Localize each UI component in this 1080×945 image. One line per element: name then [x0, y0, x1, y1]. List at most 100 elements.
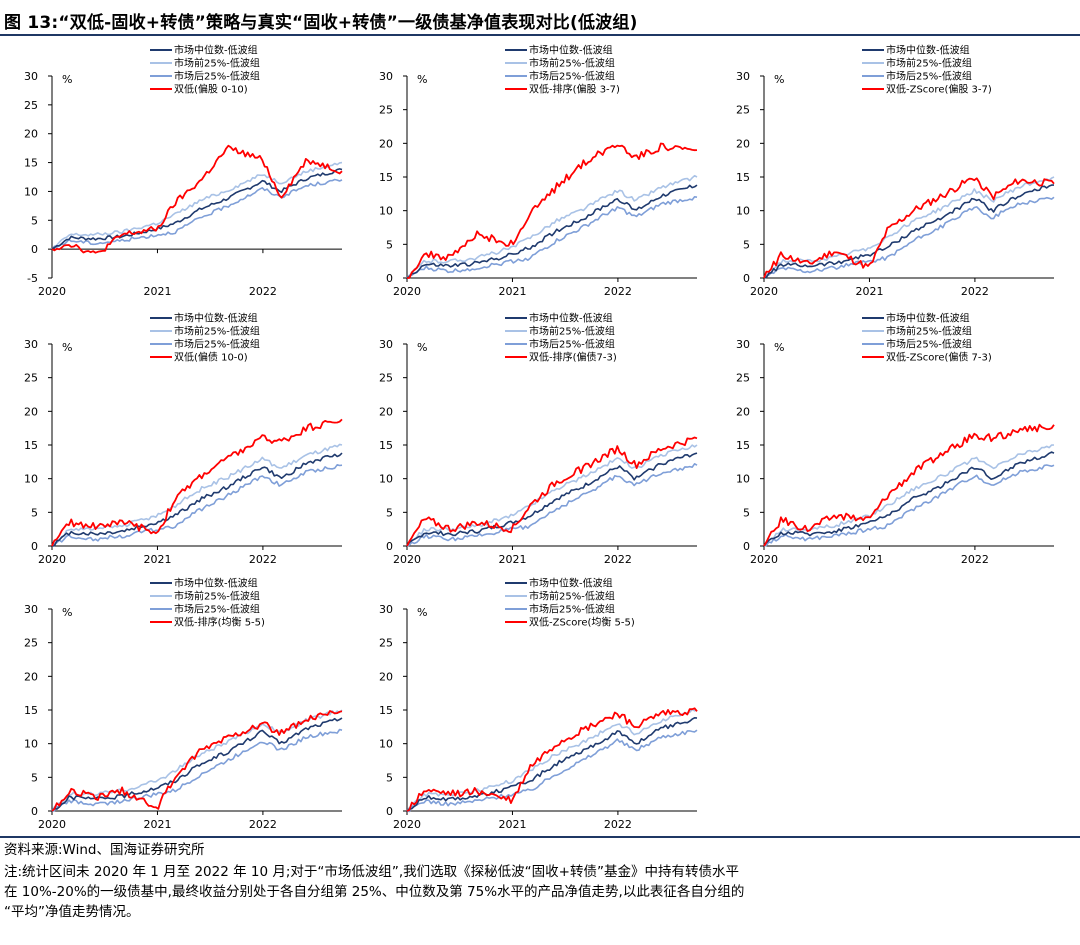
y-tick-label: 20: [736, 137, 750, 150]
legend-label: 双低-排序(均衡 5-5): [174, 616, 265, 629]
x-tick-label: 2020: [38, 285, 66, 298]
legend-label: 市场前25%-低波组: [529, 57, 615, 70]
legend-label: 市场前25%-低波组: [886, 57, 972, 70]
y-tick-label: -5: [27, 272, 38, 285]
y-unit-label: %: [62, 606, 72, 619]
chart-panel-2: 0 5 10 15 20 25 30 % 2020 2021 2022 市场中位数-低波组市场前25%…: [379, 44, 698, 298]
legend-label: 市场后25%-低波组: [886, 70, 972, 83]
y-tick-label: 25: [379, 104, 393, 117]
note-line: 注:统计区间未 2020 年 1 月至 2022 年 10 月;对于“市场低波组…: [4, 864, 739, 880]
y-tick-label: 15: [24, 157, 38, 170]
x-tick-label: 2021: [855, 285, 883, 298]
series-line-top25: [763, 444, 1055, 547]
y-tick-label: 25: [24, 99, 38, 112]
series-line-median: [406, 452, 698, 547]
y-unit-label: %: [417, 606, 427, 619]
y-tick-label: 15: [736, 171, 750, 184]
series-line-strategy: [407, 142, 698, 279]
y-tick-label: 20: [379, 405, 393, 418]
y-tick-label: 30: [379, 603, 393, 616]
series-line-bottom25: [406, 463, 698, 547]
series-line-strategy: [763, 177, 1055, 279]
y-tick-label: 15: [379, 171, 393, 184]
legend-label: 市场前25%-低波组: [529, 590, 615, 603]
legend-label: 市场后25%-低波组: [529, 338, 615, 351]
chart-panel-4: 0 5 10 15 20 25 30 % 2020 2021 2022 市场中位数-低波组市场前25%…: [24, 312, 343, 566]
chart-panel-1: -5 0 5 10 15 20 25 30 % 2020 2021 2022 市场中位数-低波组市场前2…: [24, 44, 343, 298]
x-tick-label: 2021: [498, 553, 526, 566]
x-tick-label: 2020: [393, 553, 421, 566]
y-tick-label: 30: [736, 338, 750, 351]
y-unit-label: %: [774, 73, 784, 86]
legend-label: 市场中位数-低波组: [529, 577, 613, 590]
legend-label: 双低-ZScore(均衡 5-5): [529, 616, 635, 629]
series-line-median: [51, 452, 343, 547]
legend-label: 市场前25%-低波组: [174, 325, 260, 338]
y-tick-label: 15: [24, 704, 38, 717]
y-tick-label: 30: [379, 70, 393, 83]
legend-label: 双低(偏股 0-10): [174, 83, 248, 96]
x-tick-label: 2021: [498, 285, 526, 298]
y-tick-label: 0: [31, 243, 38, 256]
legend-label: 双低-ZScore(偏股 3-7): [886, 83, 992, 96]
y-tick-label: 20: [24, 128, 38, 141]
y-tick-label: 5: [386, 771, 393, 784]
series-line-top25: [51, 161, 343, 250]
series-line-bottom25: [51, 178, 343, 250]
figure-title: 图 13:“双低-固收+转债”策略与真实“固收+转债”一级债基净值表现对比(低波…: [4, 13, 638, 33]
series-line-top25: [406, 174, 698, 279]
y-tick-label: 15: [379, 704, 393, 717]
y-tick-label: 0: [31, 540, 38, 553]
series-line-strategy: [406, 436, 698, 547]
y-tick-label: 15: [379, 439, 393, 452]
y-tick-label: 10: [736, 205, 750, 218]
y-tick-label: 30: [24, 338, 38, 351]
x-tick-label: 2021: [143, 553, 171, 566]
x-tick-label: 2022: [249, 818, 277, 831]
y-tick-label: 20: [379, 137, 393, 150]
y-tick-label: 5: [31, 771, 38, 784]
x-tick-label: 2020: [393, 818, 421, 831]
legend-label: 市场中位数-低波组: [886, 312, 970, 325]
title-divider: [0, 34, 1080, 36]
x-tick-label: 2020: [38, 553, 66, 566]
y-tick-label: 5: [386, 238, 393, 251]
legend-label: 市场中位数-低波组: [174, 44, 258, 57]
series-line-bottom25: [763, 464, 1055, 547]
footer-divider: [0, 836, 1080, 838]
series-line-median: [51, 168, 343, 250]
y-tick-label: 30: [24, 603, 38, 616]
series-line-median: [763, 184, 1054, 279]
source-line: 资料来源:Wind、国海证券研究所: [4, 842, 205, 858]
x-tick-label: 2022: [604, 285, 632, 298]
y-tick-label: 10: [379, 205, 393, 218]
legend-label: 市场后25%-低波组: [174, 603, 260, 616]
series-line-top25: [51, 443, 343, 547]
legend-label: 市场后25%-低波组: [886, 338, 972, 351]
series-line-strategy: [763, 423, 1055, 547]
x-tick-label: 2022: [249, 553, 277, 566]
legend-label: 市场中位数-低波组: [529, 44, 613, 57]
y-tick-label: 0: [31, 805, 38, 818]
legend-label: 市场前25%-低波组: [529, 325, 615, 338]
y-tick-label: 20: [736, 405, 750, 418]
y-tick-label: 10: [736, 473, 750, 486]
legend-label: 市场后25%-低波组: [529, 603, 615, 616]
y-tick-label: 30: [736, 70, 750, 83]
y-tick-label: 25: [24, 637, 38, 650]
series-line-bottom25: [52, 728, 343, 812]
y-tick-label: 10: [24, 738, 38, 751]
legend-label: 双低-排序(偏股 3-7): [529, 83, 620, 96]
x-tick-label: 2021: [498, 818, 526, 831]
series-line-bottom25: [763, 196, 1055, 279]
legend-label: 市场后25%-低波组: [174, 338, 260, 351]
y-tick-label: 25: [379, 637, 393, 650]
y-tick-label: 25: [24, 372, 38, 385]
series-line-median: [406, 184, 698, 279]
legend-label: 市场后25%-低波组: [529, 70, 615, 83]
legend-label: 市场中位数-低波组: [174, 577, 258, 590]
chart-panel-7: 0 5 10 15 20 25 30 % 2020 2021 2022 市场中位数-低波组市场前25%…: [24, 577, 343, 831]
chart-panel-8: 0 5 10 15 20 25 30 % 2020 2021 2022 市场中位数-低波组市场前25%…: [379, 577, 698, 831]
y-tick-label: 10: [379, 738, 393, 751]
y-tick-label: 10: [24, 473, 38, 486]
